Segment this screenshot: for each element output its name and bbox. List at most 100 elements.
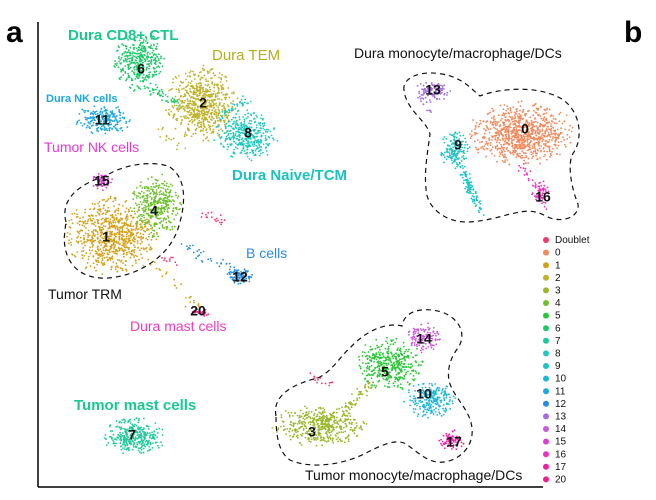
- point-cluster-0: [499, 104, 502, 107]
- point-cluster-3: [333, 420, 335, 423]
- point-cluster-8: [255, 114, 257, 117]
- point-cluster-5: [409, 363, 412, 365]
- point-cluster-1: [93, 207, 96, 210]
- point-cluster-6: [158, 53, 160, 56]
- point-cluster-5: [386, 351, 389, 354]
- point-cluster-5: [388, 374, 391, 377]
- point-cluster-5: [387, 355, 390, 358]
- point-cluster-5: [384, 367, 386, 369]
- point-cluster-6: [136, 67, 139, 70]
- point-cluster-1: [105, 242, 108, 245]
- point-cluster-1: [104, 220, 107, 223]
- point-cluster-2: [207, 120, 209, 123]
- point-cluster-1: [112, 220, 114, 222]
- point-cluster-0: [533, 121, 535, 124]
- point-cluster-7: [143, 438, 146, 441]
- point-cluster-2: [202, 103, 205, 106]
- point-cluster-5: [400, 358, 403, 360]
- point-cluster-1: [68, 242, 70, 245]
- point-cluster-0: [534, 120, 537, 123]
- point-cluster-1: [134, 246, 136, 249]
- point-cluster-1: [110, 232, 113, 235]
- point-cluster-3: [297, 430, 299, 433]
- point-cluster-4: [145, 208, 147, 211]
- point-cluster-3: [349, 415, 352, 417]
- point-cluster-6: [124, 55, 126, 58]
- point-cluster-2: [218, 87, 220, 90]
- point-cluster-4: [136, 210, 139, 213]
- point-cluster-10: [432, 395, 434, 398]
- point-cluster-6: [138, 39, 141, 42]
- point-cluster-5: [358, 355, 360, 358]
- point-cluster-1: [125, 260, 128, 262]
- point-cluster-1: [148, 233, 151, 236]
- point-cluster-2: [190, 135, 193, 138]
- point-cluster-4: [157, 202, 159, 205]
- point-cluster-6: [129, 54, 132, 57]
- point-cluster-4: [151, 215, 154, 218]
- point-cluster-7: [135, 417, 138, 419]
- point-cluster-5: [379, 373, 381, 375]
- point-cluster-6: [150, 59, 153, 61]
- point-cluster-1: [141, 241, 144, 243]
- point-cluster-3: [302, 429, 305, 431]
- point-cluster-4: [157, 235, 160, 238]
- point-cluster-7: [138, 417, 140, 420]
- point-cluster-2: [199, 78, 202, 81]
- point-cluster-0: [550, 123, 552, 125]
- point-cluster-2: [196, 95, 199, 98]
- point-cluster-1: [102, 225, 105, 227]
- point-cluster-5: [407, 348, 410, 351]
- point-cluster-0: [537, 126, 539, 129]
- point-cluster-10: [441, 391, 443, 394]
- point-cluster-7: [156, 441, 158, 444]
- point-cluster-0: [530, 151, 533, 153]
- point-cluster-4: [163, 184, 166, 187]
- point-cluster-5: [385, 340, 387, 343]
- point-cluster-6: [125, 37, 128, 40]
- point-cluster-3: [350, 423, 353, 425]
- point-cluster-1: [99, 255, 102, 257]
- point-cluster-3: [303, 415, 306, 418]
- point-cluster-10: [438, 411, 440, 413]
- point-cluster-8: [247, 141, 250, 143]
- point-cluster-10: [411, 399, 413, 402]
- point-cluster-6: [133, 46, 136, 49]
- point-cluster-5: [392, 343, 395, 345]
- point-cluster-0: [484, 129, 487, 132]
- point-cluster-2: [227, 114, 230, 117]
- point-cluster-3: [306, 432, 309, 435]
- point-cluster-5: [385, 377, 388, 380]
- point-cluster-8: [228, 120, 231, 123]
- point-cluster-3: [306, 407, 308, 409]
- point-cluster-4: [150, 217, 152, 220]
- point-cluster-8: [239, 143, 242, 145]
- point-cluster-2: [192, 104, 195, 107]
- point-cluster-4: [155, 185, 158, 187]
- point-cluster-4: [169, 189, 172, 192]
- point-cluster-3: [337, 423, 340, 425]
- point-cluster-2: [205, 137, 207, 140]
- point-cluster-7: [115, 420, 118, 422]
- point-cluster-1: [97, 261, 100, 264]
- point-cluster-4: [160, 193, 163, 195]
- point-cluster-2: [222, 93, 225, 96]
- point-cluster-8: [259, 146, 261, 149]
- point-cluster-1: [112, 261, 115, 264]
- point-cluster-1: [88, 249, 91, 252]
- point-cluster-0: [543, 143, 545, 145]
- point-cluster-2: [175, 104, 178, 107]
- point-cluster-1: [99, 208, 102, 211]
- point-cluster-2: [202, 113, 205, 115]
- point-cluster-2: [204, 93, 207, 96]
- point-cluster-8: [237, 128, 240, 131]
- point-cluster-4: [150, 185, 153, 188]
- point-cluster-0: [529, 116, 532, 119]
- point-cluster-1: [107, 198, 110, 201]
- point-cluster-0: [525, 124, 528, 127]
- point-cluster-10: [428, 382, 431, 385]
- point-cluster-5: [362, 362, 364, 364]
- point-cluster-1: [143, 248, 145, 251]
- point-cluster-10: [433, 393, 436, 395]
- point-cluster-6: [130, 77, 133, 80]
